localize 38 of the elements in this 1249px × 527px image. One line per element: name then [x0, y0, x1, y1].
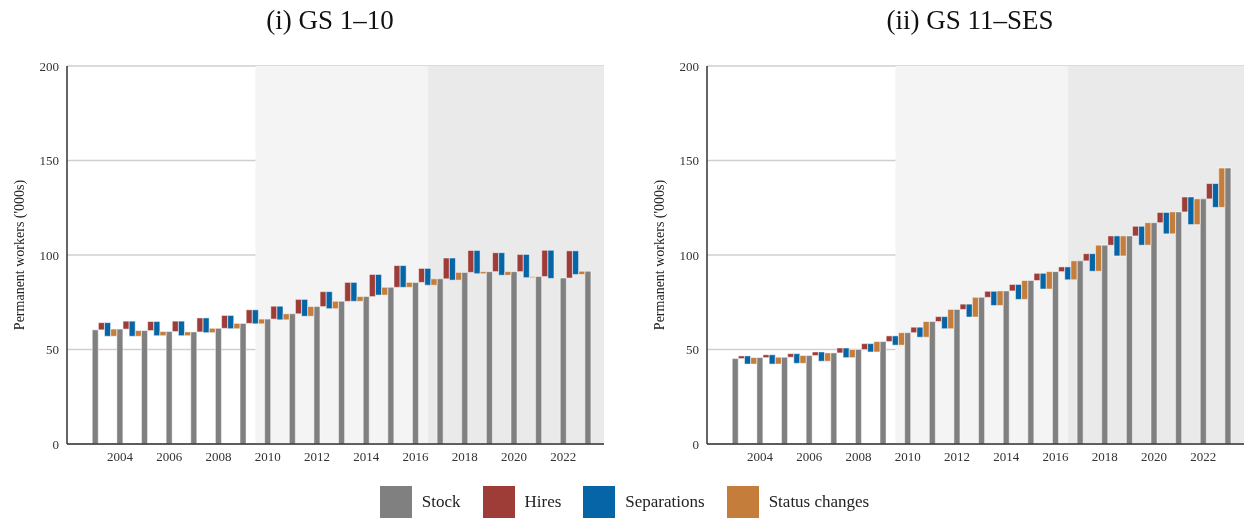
x-tick-label: 2020 [1141, 449, 1168, 465]
x-tick-label: 2014 [353, 449, 380, 465]
y-axis-title: Permanent workers ('000s) [651, 179, 668, 331]
x-tick-label: 2022 [1190, 449, 1217, 465]
y-tick-label: 200 [679, 58, 699, 74]
legend-label: Hires [524, 492, 562, 512]
x-tick-label: 2020 [501, 449, 528, 465]
y-tick-label: 0 [692, 436, 699, 452]
x-tick-label: 2012 [304, 449, 331, 465]
y-tick-label: 200 [39, 58, 59, 74]
legend-label: Status changes [768, 492, 870, 512]
y-axis-title: Permanent workers ('000s) [11, 179, 28, 331]
legend-label: Separations [625, 492, 705, 512]
y-tick-label: 100 [39, 247, 59, 263]
x-tick-label: 2006 [796, 449, 823, 465]
y-tick-label: 150 [679, 153, 699, 169]
y-tick-label: 0 [52, 436, 59, 452]
x-tick-label: 2022 [550, 449, 577, 465]
x-tick-label: 2004 [106, 449, 134, 465]
chart-title: (ii) GS 11–SES [885, 4, 1055, 37]
x-tick-label: 2006 [156, 449, 183, 465]
y-tick-label: 150 [39, 153, 59, 169]
x-tick-label: 2016 [402, 449, 430, 465]
x-tick-label: 2010 [894, 449, 921, 465]
x-tick-label: 2016 [1042, 449, 1070, 465]
y-tick-label: 50 [686, 342, 699, 358]
x-tick-label: 2008 [845, 449, 872, 465]
legend-label: Stock [421, 492, 461, 512]
x-tick-label: 2012 [944, 449, 971, 465]
x-tick-label: 2018 [451, 449, 478, 465]
x-tick-label: 2014 [993, 449, 1020, 465]
x-tick-label: 2004 [746, 449, 774, 465]
x-tick-label: 2018 [1091, 449, 1118, 465]
y-tick-label: 50 [46, 342, 59, 358]
y-tick-label: 100 [679, 247, 699, 263]
x-tick-label: 2010 [254, 449, 281, 465]
x-tick-label: 2008 [205, 449, 232, 465]
chart-title: (i) GS 1–10 [265, 4, 395, 37]
